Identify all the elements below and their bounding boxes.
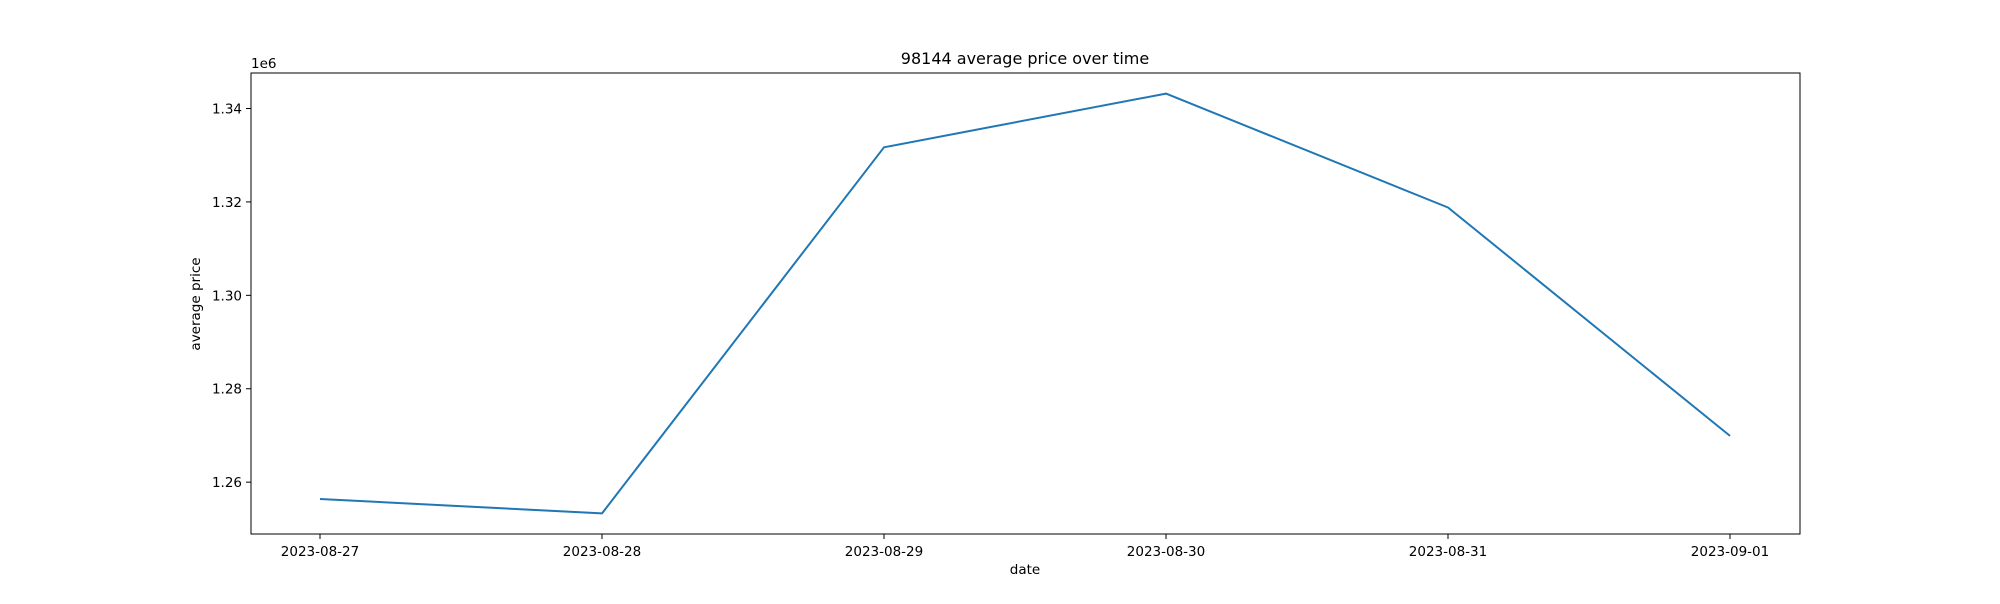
chart-title: 98144 average price over time	[901, 49, 1149, 68]
y-tick-label: 1.26	[212, 475, 242, 491]
x-tick-label: 2023-08-29	[845, 544, 923, 560]
x-tick-label: 2023-09-01	[1691, 544, 1769, 560]
y-tick-label: 1.30	[212, 288, 242, 304]
x-tick-label: 2023-08-28	[563, 544, 641, 560]
y-tick-label: 1.32	[212, 195, 242, 211]
x-tick-label: 2023-08-27	[281, 544, 359, 560]
y-axis-offset-label: 1e6	[251, 56, 276, 72]
y-tick-label: 1.28	[212, 382, 242, 398]
x-axis-ticks: 2023-08-27 2023-08-28 2023-08-29 2023-08-30…	[281, 534, 1769, 560]
series-line	[319, 92, 1731, 515]
plot-area-frame	[250, 72, 1801, 535]
x-axis-label: date	[1010, 562, 1040, 578]
y-axis-ticks: 1.26 1.28 1.30 1.32 1.34	[212, 101, 251, 491]
x-tick-label: 2023-08-30	[1127, 544, 1205, 560]
y-axis-label: average price	[188, 257, 204, 350]
y-tick-label: 1.34	[212, 101, 242, 117]
x-tick-label: 2023-08-31	[1409, 544, 1487, 560]
